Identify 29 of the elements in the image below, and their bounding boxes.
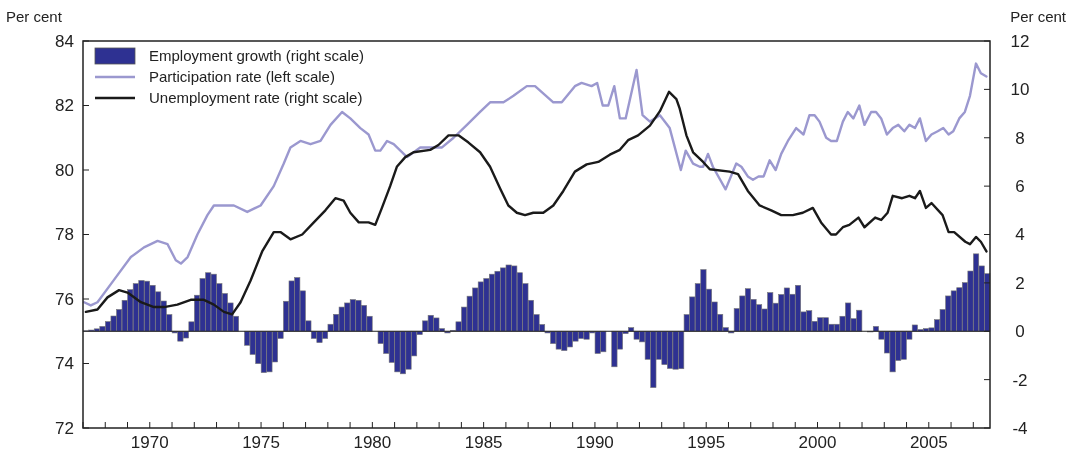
y2-tick-label: 6 xyxy=(1015,177,1025,197)
x-tick-label: 1975 xyxy=(242,433,280,452)
x-tick-label: 2005 xyxy=(909,433,948,452)
y-tick-label: 72 xyxy=(55,418,74,438)
legend-label: Employment growth (right scale) xyxy=(149,47,365,65)
y2-tick-label: 8 xyxy=(1015,128,1025,148)
y2-tick-label: -2 xyxy=(1012,370,1028,390)
y2-tick-label: 2 xyxy=(1015,273,1025,293)
y-tick-label: 80 xyxy=(55,160,74,180)
legend-label: Participation rate (left scale) xyxy=(149,68,335,86)
y-tick-label: 78 xyxy=(55,225,74,245)
y2-tick-label: -4 xyxy=(1012,418,1028,438)
x-tick-label: 2000 xyxy=(798,433,837,452)
y-tick-label: 84 xyxy=(55,31,74,51)
y2-tick-label: 0 xyxy=(1015,322,1025,342)
legend-label: Unemployment rate (right scale) xyxy=(149,89,363,107)
x-tick-label: 1990 xyxy=(576,433,614,452)
y2-tick-label: 12 xyxy=(1010,31,1030,51)
x-tick-label: 1970 xyxy=(130,433,169,452)
y-tick-label: 74 xyxy=(55,354,74,374)
y2-axis-title: Per cent xyxy=(1010,8,1067,25)
y-axis-title: Per cent xyxy=(6,8,63,25)
y2-tick-label: 4 xyxy=(1015,225,1025,245)
y-tick-label: 82 xyxy=(55,96,74,116)
y-tick-label: 76 xyxy=(55,289,74,309)
x-tick-label: 1980 xyxy=(353,433,392,452)
x-tick-label: 1985 xyxy=(464,433,503,452)
y2-tick-label: 10 xyxy=(1010,80,1030,100)
x-tick-label: 1995 xyxy=(687,433,726,452)
